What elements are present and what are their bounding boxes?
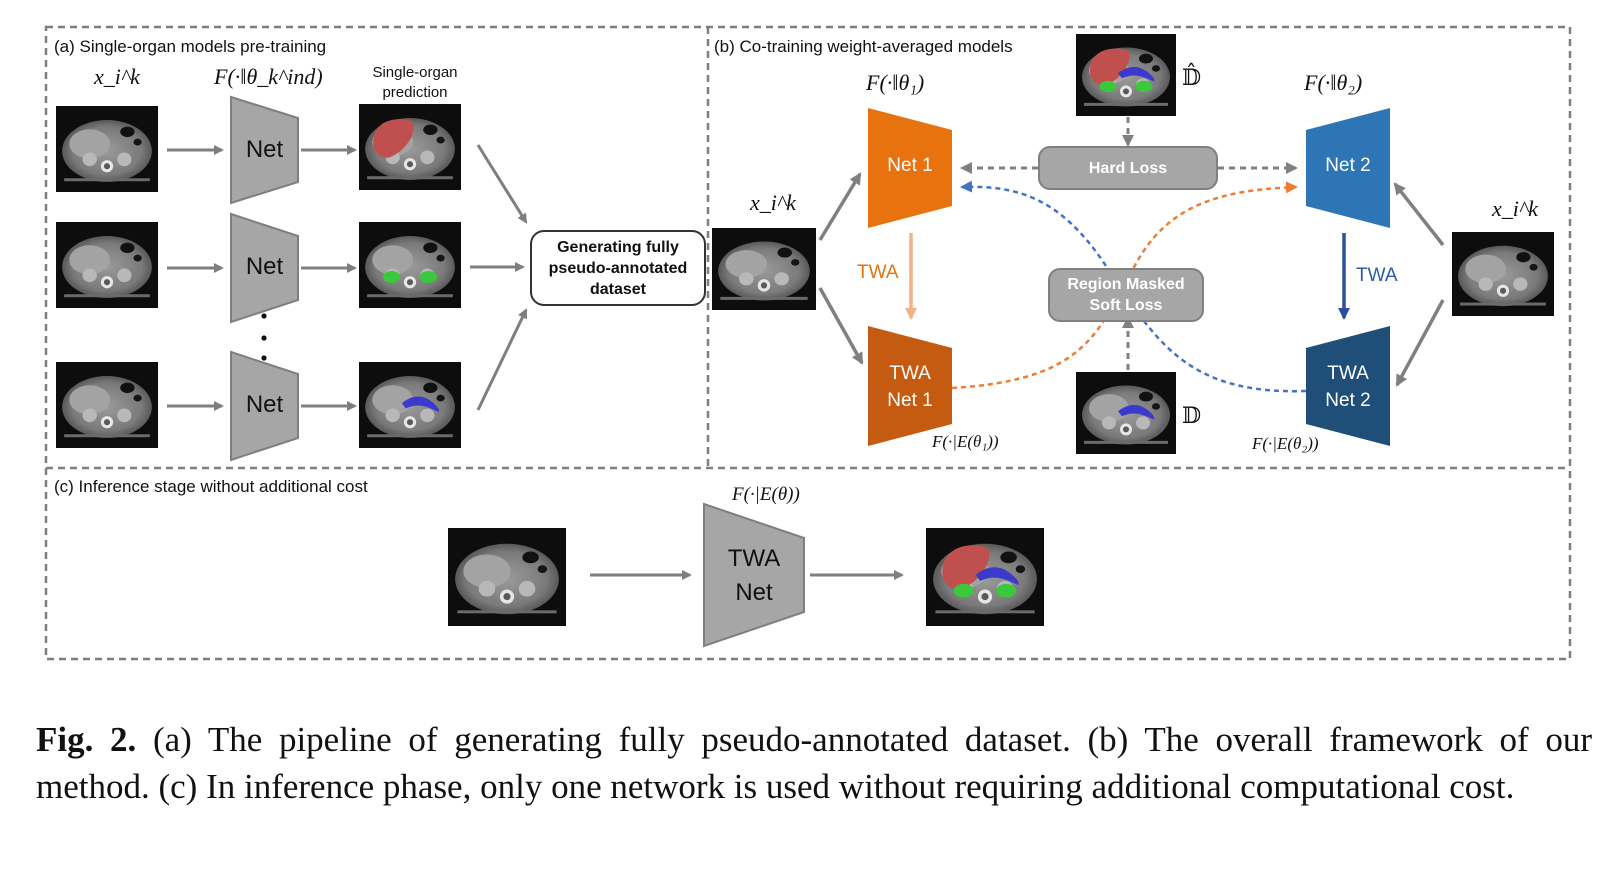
net-label-2: Net xyxy=(245,253,284,280)
pseudo-dataset-symbol: 𝔻̂ xyxy=(1182,66,1202,91)
panel-b-input-label-right: x_i^k xyxy=(1492,196,1538,221)
twa-net2-shape xyxy=(1306,326,1390,446)
panel-c-net-shape xyxy=(703,502,805,648)
net-label-1: Net xyxy=(245,136,284,163)
ct-a2-input xyxy=(56,222,158,308)
ct-images xyxy=(56,34,1554,626)
panel-a-nets xyxy=(230,95,299,462)
panel-a-arrows xyxy=(167,144,528,411)
model2-label: F(·‖θ₂) xyxy=(1304,70,1363,95)
ct-b-input-right xyxy=(1452,232,1554,316)
panel-a-title: (a) Single-organ models pre-training xyxy=(54,37,327,56)
twa-net2-label: TWA Net 2 xyxy=(1325,363,1371,411)
twa-net1-label: TWA Net 1 xyxy=(887,363,933,411)
twa1-function-label: F(·|E(θ₁)) xyxy=(932,432,999,451)
panel-c-function-label: F(·|E(θ)) xyxy=(732,484,800,505)
ct-b-pseudo-label xyxy=(1076,34,1176,116)
dataset-symbol: 𝔻 xyxy=(1182,404,1202,429)
net1-label: Net 1 xyxy=(887,155,933,176)
panel-c-net-label: TWA Net xyxy=(727,545,781,606)
panel-c-title: (c) Inference stage without additional c… xyxy=(54,477,368,496)
ct-c-input xyxy=(448,528,566,626)
ct-a2-prediction xyxy=(359,222,461,308)
diagram-canvas xyxy=(44,25,1572,661)
ct-a3-prediction xyxy=(359,362,461,448)
hard-loss-box: Hard Loss xyxy=(1038,146,1218,190)
twa-edge-label-left: TWA xyxy=(857,262,899,283)
soft-loss-box: Region Masked Soft Loss xyxy=(1048,268,1204,322)
figure: (a) Single-organ models pre-training (b)… xyxy=(44,25,1572,661)
ct-c-output xyxy=(926,528,1044,626)
panel-b-title: (b) Co-training weight-averaged models xyxy=(714,37,1013,56)
panel-b-dashed-gray xyxy=(960,117,1298,370)
twa-edge-label-right: TWA xyxy=(1356,265,1398,286)
panel-a-input-label: x_i^k xyxy=(94,64,140,89)
net-label-3: Net xyxy=(245,391,284,418)
ct-b-partial-label xyxy=(1076,372,1176,454)
ct-a3-input xyxy=(56,362,158,448)
panel-b-solid-arrows xyxy=(818,172,1445,387)
panel-b-dashed-curves xyxy=(951,180,1307,393)
net2-label: Net 2 xyxy=(1325,155,1371,176)
net1-shape xyxy=(868,108,952,228)
model1-label: F(·‖θ₁) xyxy=(866,70,925,95)
caption-text: (a) The pipeline of generating fully pse… xyxy=(36,720,1593,806)
panel-borders xyxy=(44,25,1572,661)
ct-b-input-left xyxy=(712,228,816,310)
caption-label: Fig. 2. xyxy=(36,720,137,759)
figure-caption: Fig. 2. (a) The pipeline of generating f… xyxy=(36,716,1592,810)
panel-a-model-label: F(·‖θ_k^ind) xyxy=(214,64,323,89)
single-organ-prediction-label: Single-organ prediction xyxy=(372,64,458,101)
twa-net1-shape xyxy=(868,326,952,446)
panel-b-input-label-left: x_i^k xyxy=(750,190,796,215)
ct-a1-input xyxy=(56,106,158,192)
ct-a1-prediction xyxy=(359,104,461,190)
panel-a-dots xyxy=(261,313,267,361)
twa2-function-label: F(·|E(θ₂)) xyxy=(1252,434,1319,453)
generate-dataset-box: Generating fully pseudo-annotated datase… xyxy=(530,230,706,306)
net2-shape xyxy=(1306,108,1390,228)
